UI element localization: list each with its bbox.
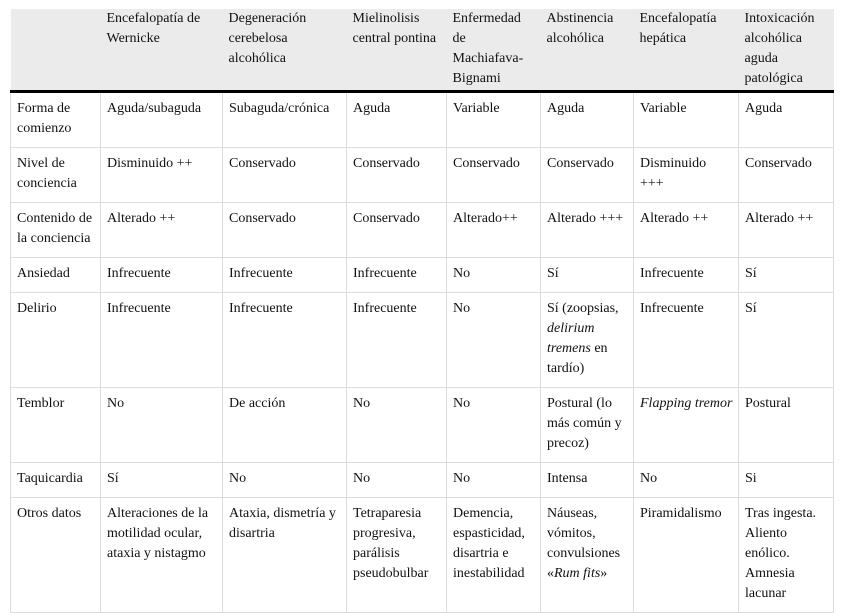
table-row: Taquicardia Sí No No No Intensa No Si	[10, 462, 834, 498]
table-cell: Alterado++	[446, 202, 541, 258]
header-cell	[10, 9, 101, 93]
table-cell: Alterado ++	[100, 202, 223, 258]
table-cell: Sí (zoopsias, delirium tremens en tardío…	[540, 292, 634, 388]
table-cell: Tras ingesta. Aliento enólico. Amnesia l…	[738, 497, 834, 613]
table-cell: Conservado	[446, 147, 541, 203]
italic-text: Rum fits	[554, 566, 601, 581]
table-cell: Conservado	[222, 202, 347, 258]
table-cell: Conservado	[738, 147, 834, 203]
text: Sí (zoopsias,	[547, 301, 619, 316]
table-cell: Alterado +++	[540, 202, 634, 258]
table-cell: Postural (lo más común y precoz)	[540, 387, 634, 463]
row-label: Taquicardia	[10, 462, 101, 498]
table-cell: No	[446, 462, 541, 498]
table-cell: No	[346, 462, 447, 498]
table-row: Otros datos Alteraciones de la motilidad …	[10, 497, 834, 613]
table-cell: Infrecuente	[222, 257, 347, 293]
table-cell: No	[100, 387, 223, 463]
table-cell: Demencia, espasticidad, disartria e ines…	[446, 497, 541, 613]
table-cell: Ataxia, dismetría y disartria	[222, 497, 347, 613]
table-row: Nivel de conciencia Disminuido ++ Conserva…	[10, 147, 834, 203]
table-cell: Disminuido +++	[633, 147, 739, 203]
table-cell: Infrecuente	[100, 257, 223, 293]
table-cell: Conservado	[346, 147, 447, 203]
table-cell: Infrecuente	[346, 257, 447, 293]
table-row: Delirio Infrecuente Infrecuente Infrecuente…	[10, 292, 834, 388]
table-cell: No	[222, 462, 347, 498]
table-cell: Conservado	[540, 147, 634, 203]
table-cell: Aguda	[346, 91, 447, 148]
table-cell: Infrecuente	[633, 292, 739, 388]
table-cell: Alteraciones de la motilidad ocular, ata…	[100, 497, 223, 613]
table-cell: Infrecuente	[633, 257, 739, 293]
table-cell: Aguda	[540, 91, 634, 148]
table-row: Contenido de la conciencia Alterado ++ Con…	[10, 202, 834, 258]
table-row: Ansiedad Infrecuente Infrecuente Infrecuent…	[10, 257, 834, 293]
italic-text: delirium tremens	[547, 321, 595, 356]
table-cell: Aguda/subaguda	[100, 91, 223, 148]
table-cell: Tetraparesia progresiva, parálisis pseud…	[346, 497, 447, 613]
table-row: Forma de comienzo Aguda/subaguda Subaguda/…	[10, 91, 834, 148]
row-label: Contenido de la conciencia	[10, 202, 101, 258]
table-cell: No	[446, 292, 541, 388]
header-cell: Abstinencia alcohólica	[540, 9, 634, 93]
table-cell: Sí	[100, 462, 223, 498]
header-cell: Intoxicación alcohólica aguda patológica	[738, 9, 834, 93]
row-label: Delirio	[10, 292, 101, 388]
table-cell: Infrecuente	[100, 292, 223, 388]
table-cell: No	[446, 257, 541, 293]
text: »	[600, 566, 608, 581]
table-cell: Piramidalismo	[633, 497, 739, 613]
text: en tardío)	[547, 341, 608, 376]
table-cell: Sí	[540, 257, 634, 293]
comparison-table: Encefalopatía de Wernicke Degeneración ce…	[10, 9, 834, 613]
table-cell: Disminuido ++	[100, 147, 223, 203]
table-cell: Sí	[738, 292, 834, 388]
table-body: Forma de comienzo Aguda/subaguda Subaguda/…	[10, 91, 834, 613]
table-row: Temblor No De acción No No Postural (lo más c…	[10, 387, 834, 463]
table-cell: Si	[738, 462, 834, 498]
table-cell: Aguda	[738, 91, 834, 148]
header-cell: Degeneración cerebelosa alcohólica	[222, 9, 347, 93]
table-cell: Intensa	[540, 462, 634, 498]
header-row: Encefalopatía de Wernicke Degeneración ce…	[10, 9, 834, 93]
table-cell: Subaguda/crónica	[222, 91, 347, 148]
table-cell: Conservado	[346, 202, 447, 258]
table-cell: Conservado	[222, 147, 347, 203]
table-cell: No	[446, 387, 541, 463]
table-cell: Alterado ++	[738, 202, 834, 258]
row-label: Temblor	[10, 387, 101, 463]
text: Náuseas, vómitos, convulsiones «	[547, 506, 621, 581]
table-cell: De acción	[222, 387, 347, 463]
table-cell: Postural	[738, 387, 834, 463]
table-cell: No	[346, 387, 447, 463]
row-label: Nivel de conciencia	[10, 147, 101, 203]
table-cell: Náuseas, vómitos, convulsiones «Rum fits…	[540, 497, 634, 613]
table-cell: No	[633, 462, 739, 498]
table-cell: Flapping tremor	[633, 387, 739, 463]
table-cell: Variable	[446, 91, 541, 148]
table-cell: Infrecuente	[346, 292, 447, 388]
row-label: Ansiedad	[10, 257, 101, 293]
row-label: Otros datos	[10, 497, 101, 613]
table-cell: Sí	[738, 257, 834, 293]
table-cell: Variable	[633, 91, 739, 148]
header-cell: Encefalopatía de Wernicke	[100, 9, 223, 93]
italic-text: Flapping tremor	[640, 396, 733, 411]
row-label: Forma de comienzo	[10, 91, 101, 148]
header-cell: Enfermedad de Machiafava-Bignami	[446, 9, 541, 93]
header-cell: Encefalopatía hepática	[633, 9, 739, 93]
header-cell: Mielinolisis central pontina	[346, 9, 447, 93]
table-cell: Infrecuente	[222, 292, 347, 388]
table-cell: Alterado ++	[633, 202, 739, 258]
